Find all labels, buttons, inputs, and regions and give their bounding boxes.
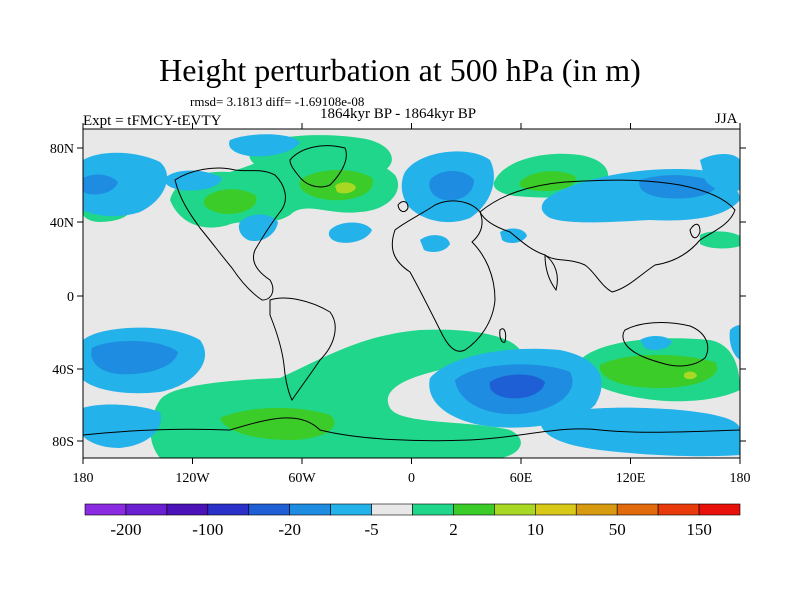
contour-negative-far-south-pacific (83, 404, 161, 448)
colorbar: -200 -100 -20 -5 2 10 50 150 (84, 503, 741, 539)
coast-india (544, 254, 558, 292)
contour-negative-south-pacific-core (91, 340, 178, 375)
contour-positive-na-core (203, 189, 257, 215)
colorbar-label: -200 (110, 520, 141, 539)
contour-negative-nz (729, 325, 740, 360)
contour-negative-siberia-core (639, 175, 718, 199)
contour-negative-arctic (164, 170, 222, 191)
contour-positive-southern-core (220, 407, 335, 440)
contour-negative-atlantic (328, 222, 372, 243)
coast-australia (622, 322, 709, 367)
longitude-axis: 180 120W 60W 0 60E 120E 180 (73, 123, 751, 486)
lon-tick-label: 120E (616, 471, 646, 486)
colorbar-swatch (453, 503, 495, 516)
lon-tick-label: 60W (288, 471, 316, 486)
colorbar-swatch (166, 503, 209, 516)
season-label: JJA (715, 111, 738, 127)
colorbar-swatch (371, 503, 413, 516)
colorbar-swatch (248, 503, 290, 516)
coastlines (83, 145, 740, 442)
lat-tick-label: 40S (52, 363, 74, 378)
colorbar-swatch (84, 503, 127, 516)
lon-tick-label: 180 (730, 471, 751, 486)
contour-negative-caspian (420, 235, 450, 252)
colorbar-swatch (698, 503, 741, 516)
rmsd-diff-label: rmsd= 3.1813 diff= -1.69108e-08 (190, 94, 365, 109)
period-label: 1864kyr BP - 1864kyr BP (320, 106, 477, 122)
colorbar-label: -100 (192, 520, 223, 539)
coast-asia (479, 179, 736, 293)
colorbar-swatch (207, 503, 250, 516)
contour-negative-canada (229, 134, 300, 157)
colorbar-label: -5 (364, 520, 378, 539)
contour-positive-australia-peak (684, 371, 697, 380)
colorbar-swatch (535, 503, 577, 516)
colorbar-swatch (330, 503, 372, 516)
colorbar-label: 150 (686, 520, 712, 539)
contour-negative-pacific-ne (700, 154, 740, 192)
contour-negative-us-east (238, 214, 278, 242)
coast-north-america (174, 167, 286, 301)
coast-madagascar (499, 328, 507, 343)
coast-south-america (269, 297, 336, 401)
contour-negative-north-pacific (83, 152, 168, 217)
coast-antarctica (83, 417, 740, 442)
colorbar-label: 10 (527, 520, 544, 539)
lat-tick-label: 0 (67, 290, 74, 305)
contour-negative-sea-small (640, 336, 672, 350)
colorbar-swatch (412, 503, 454, 516)
coast-europe-africa (391, 200, 496, 352)
colorbar-swatch (494, 503, 536, 516)
colorbar-swatch (616, 503, 659, 516)
lon-tick-label: 120W (175, 471, 210, 486)
contour-negative-north-pacific-core (83, 174, 118, 195)
lat-tick-label: 80N (50, 142, 74, 157)
colorbar-label: -20 (278, 520, 301, 539)
plot-title: Height perturbation at 500 hPa (in m) (159, 52, 641, 88)
colorbar-swatch (657, 503, 700, 516)
colorbar-label: 2 (449, 520, 458, 539)
contour-negative-arabia (500, 228, 527, 244)
coast-greenland (289, 145, 347, 188)
lon-tick-label: 180 (73, 471, 94, 486)
contour-positive-asia-small (700, 231, 740, 249)
contour-positive-russia-core (519, 171, 576, 192)
lon-tick-label: 60E (510, 471, 533, 486)
lon-tick-label: 0 (408, 471, 415, 486)
experiment-label: Expt = tFMCY-tEVTY (83, 113, 222, 129)
colorbar-swatch (575, 503, 618, 516)
contour-negative-europe-core (429, 171, 474, 201)
colorbar-swatch (289, 503, 331, 516)
colorbar-swatch (125, 503, 168, 516)
contour-positive-greenland-peak (335, 182, 356, 194)
latitude-axis: 80N 40N 0 40S 80S (50, 142, 746, 450)
contour-negative-indian-peak (489, 374, 545, 399)
lat-tick-label: 40N (50, 216, 74, 231)
lat-tick-label: 80S (52, 435, 74, 450)
colorbar-label: 50 (609, 520, 626, 539)
coast-uk (397, 201, 409, 213)
coast-japan (689, 223, 701, 239)
contour-positive-australia-core (599, 354, 718, 388)
